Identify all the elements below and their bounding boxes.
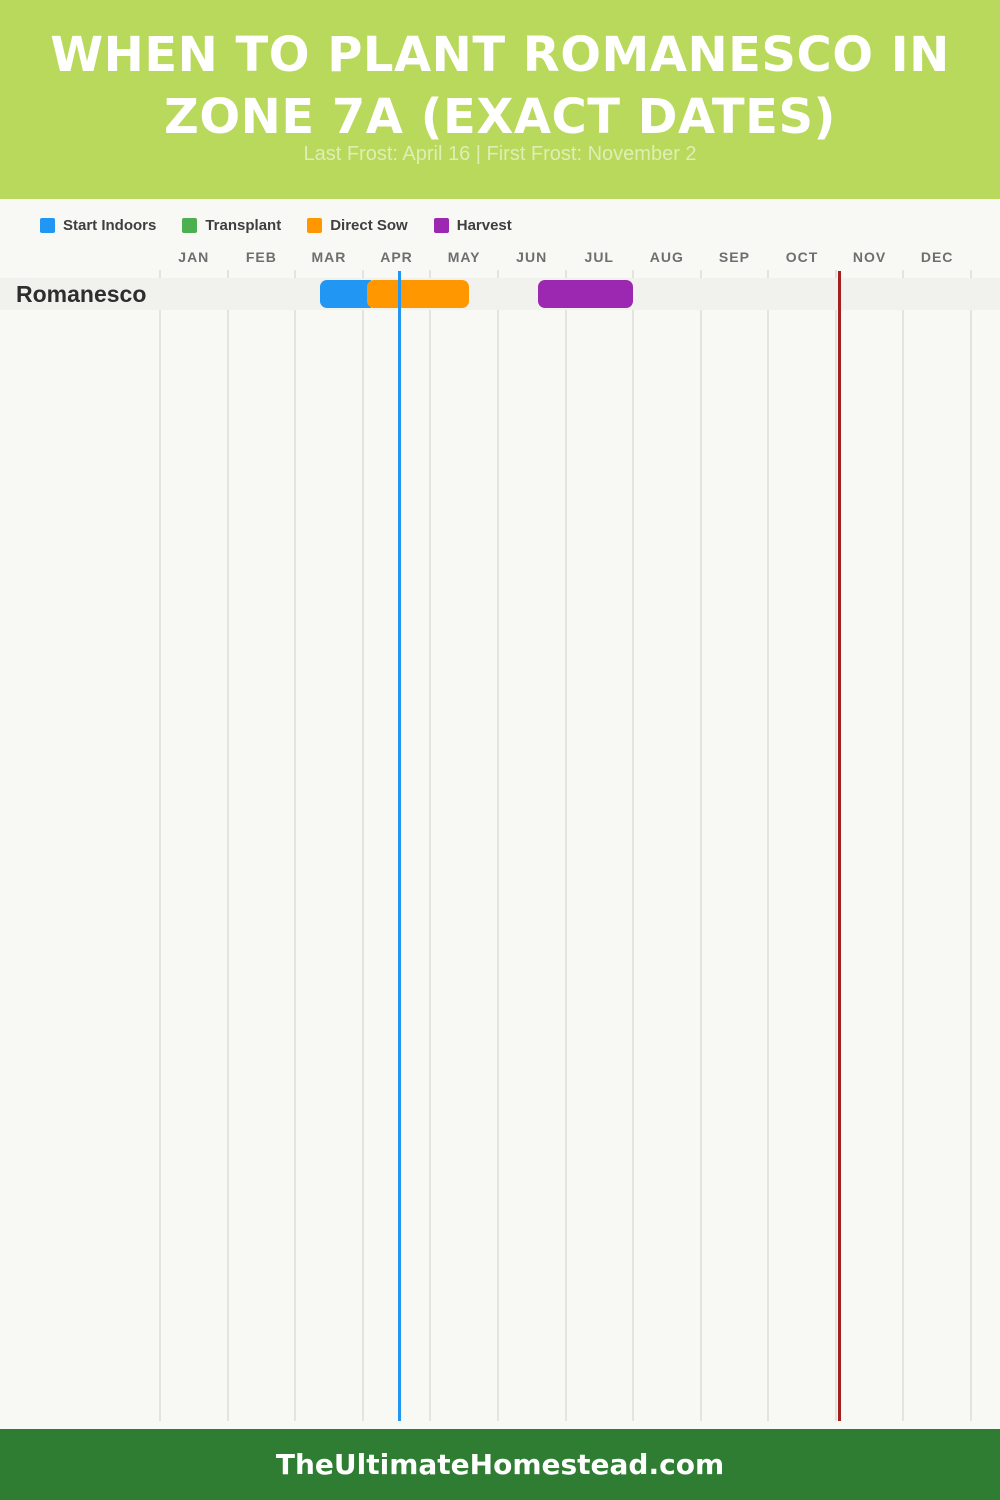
month-label-nov: NOV (852, 249, 887, 265)
month-label-aug: AUG (649, 249, 684, 265)
month-label-apr: APR (380, 249, 413, 265)
bars-track (160, 280, 971, 308)
gridline-month-boundary (361, 270, 364, 1421)
gridline-month-boundary (767, 270, 770, 1421)
page-title-line2: ZONE 7A (EXACT DATES) (164, 89, 836, 145)
legend-label-direct-sow: Direct Sow (330, 217, 408, 234)
footer: TheUltimateHomestead.com (0, 1429, 1000, 1500)
legend-label-transplant: Transplant (205, 217, 282, 234)
month-label-jan: JAN (178, 249, 210, 265)
site-name: TheUltimateHomestead.com (275, 1448, 725, 1481)
legend-label-start-indoors: Start Indoors (63, 217, 157, 234)
gridline-month-boundary (564, 270, 567, 1421)
gridlines (159, 270, 972, 1421)
gridline-month-boundary (834, 270, 837, 1421)
gridline-month-boundary (294, 270, 297, 1421)
legend-item-start-indoors: Start Indoors (40, 217, 156, 234)
month-label-dec: DEC (920, 249, 954, 265)
transplant-swatch-icon (182, 218, 198, 233)
gridline-month-boundary (970, 270, 972, 1421)
chart-area: Start Indoors Transplant Direct Sow Harvest… (0, 199, 1000, 1429)
month-label-oct: OCT (785, 249, 819, 265)
month-label-sep: SEP (718, 249, 750, 265)
direct-sow-swatch-icon (307, 218, 323, 233)
page-title: WHEN TO PLANT ROMANESCO IN ZONE 7A (EXAC… (0, 24, 1000, 148)
page-title-line1: WHEN TO PLANT ROMANESCO IN (50, 27, 950, 83)
legend-item-harvest: Harvest (433, 217, 512, 234)
crop-name: Romanesco (16, 281, 147, 307)
legend-item-direct-sow: Direct Sow (307, 217, 408, 234)
header: WHEN TO PLANT ROMANESCO IN ZONE 7A (EXAC… (0, 0, 1000, 199)
crop-row: Romanesco (0, 278, 1000, 310)
legend-label-harvest: Harvest (456, 217, 512, 234)
gridline-month-boundary (226, 270, 229, 1421)
month-label-jul: JUL (584, 249, 614, 265)
gridline-month-boundary (429, 270, 432, 1421)
month-label-mar: MAR (311, 249, 347, 265)
start-indoors-swatch-icon (40, 218, 55, 233)
gridline-month-boundary (699, 270, 702, 1421)
month-axis: JAN FEB MAR APR MAY JUN JUL AUG SEP OCT NOV DEC (160, 249, 971, 265)
bar-direct-sow[interactable] (366, 280, 469, 308)
gridline-month-boundary (902, 270, 905, 1421)
legend-item-transplant: Transplant (182, 217, 281, 234)
frost-dates-subtitle: Last Frost: April 16 | First Frost: Nove… (303, 143, 697, 165)
gridline-month-boundary (632, 270, 635, 1421)
harvest-swatch-icon (433, 218, 449, 233)
legend: Start Indoors Transplant Direct Sow Harvest (40, 217, 512, 234)
month-label-jun: JUN (516, 249, 548, 265)
bar-harvest[interactable] (538, 280, 633, 308)
month-label-may: MAY (447, 249, 481, 265)
bar-start-indoors[interactable] (320, 280, 371, 308)
month-label-feb: FEB (245, 249, 277, 265)
gridline-month-boundary (496, 270, 499, 1421)
gridline-month-boundary (159, 270, 161, 1421)
